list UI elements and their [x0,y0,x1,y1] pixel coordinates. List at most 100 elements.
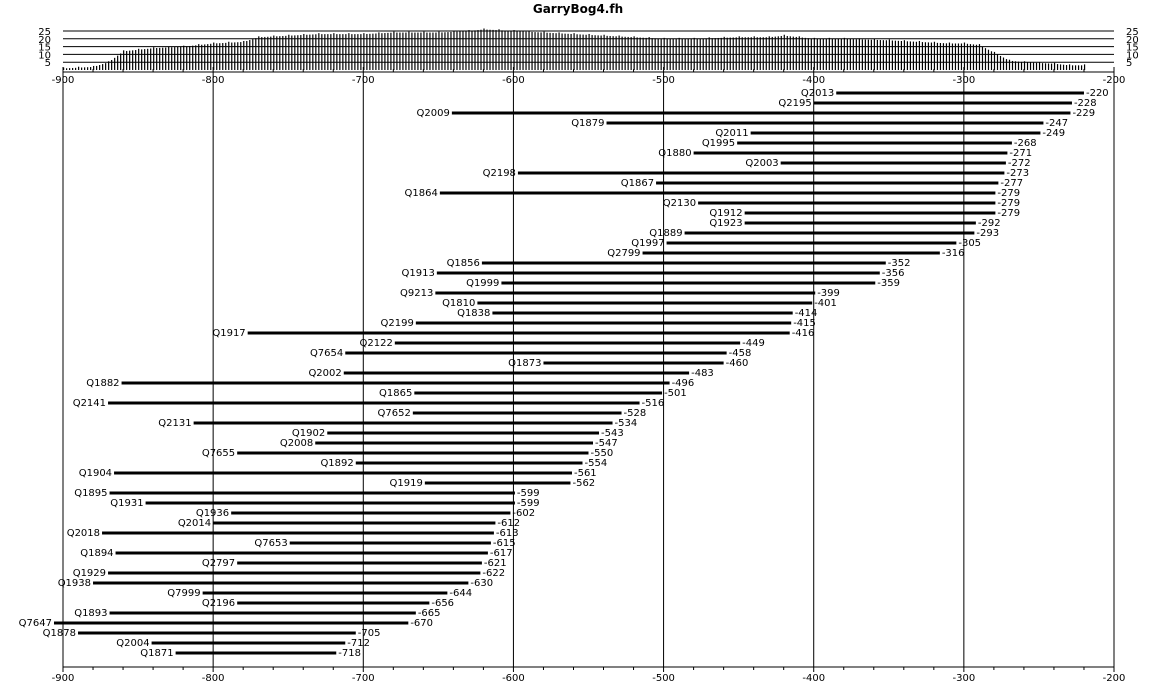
hist-bar [117,55,119,70]
hist-bar [855,39,857,70]
hist-y-tick-label-right: 10 [1126,50,1139,61]
range-bar-end-label: -228 [1074,98,1097,109]
range-bar-name-label: Q2141 [73,398,106,409]
hist-y-tick-label-right: 5 [1126,58,1132,69]
hist-bar [762,37,764,70]
hist-bar [396,32,398,70]
hist-bar [213,42,215,70]
hist-bar [345,34,347,70]
hist-bar [999,55,1002,70]
hist-bar [897,40,899,70]
hist-bar [108,61,110,70]
hist-bar [528,30,530,70]
hist-bar [525,31,527,70]
hist-bar [798,36,800,70]
hist-bar [864,39,866,70]
hist-bar [684,38,686,70]
hist-bar [1062,64,1065,70]
hist-bar [222,43,224,70]
range-bar-name-label: Q2013 [801,88,834,99]
hist-bar [891,40,893,70]
hist-bar [996,54,999,70]
range-bar-name-label: Q1864 [405,188,438,199]
hist-bar [405,32,407,70]
hist-bar [672,38,674,70]
hist-bar [969,44,972,70]
hist-bar [180,46,182,70]
range-bar-name-label: Q2014 [178,518,211,529]
hist-bar [201,44,203,70]
hist-bar [231,42,233,70]
range-bar-name-label: Q2002 [308,368,341,379]
hist-bar [546,32,548,70]
hist-bar [873,38,875,70]
hist-bar [966,43,969,70]
hist-bar [972,44,975,70]
hist-bar [681,38,683,70]
hist-bar [1029,62,1032,70]
top-x-tick-label: -500 [652,75,675,86]
range-bar-end-label: -599 [517,488,540,499]
hist-bar [606,35,608,70]
range-bar-name-label: Q1904 [79,468,112,479]
range-bar-end-label: -483 [691,368,714,379]
bottom-x-tick-label: -700 [352,673,375,684]
hist-bar [243,40,245,70]
top-x-tick-label: -600 [502,75,525,86]
hist-bar [1068,64,1071,70]
hist-bar [747,37,749,70]
range-bar-end-label: -229 [1072,108,1095,119]
hist-bar [876,39,878,70]
range-bar-end-label: -401 [814,298,837,309]
hist-bar [387,32,389,70]
hist-bar [975,44,978,70]
hist-bar [642,37,644,70]
range-bar-name-label: Q1999 [466,278,499,289]
hist-bar [69,68,71,70]
hist-bar [840,38,842,70]
range-bar-name-label: Q1919 [390,478,423,489]
range-bar-name-label: Q1892 [320,458,353,469]
hist-bar [288,34,290,70]
hist-bar [366,33,368,70]
hist-bar [72,67,74,70]
hist-bar [105,63,107,70]
hist-bar [246,40,248,70]
range-bar-end-label: -550 [591,448,614,459]
hist-bar [591,35,593,70]
hist-bar [618,35,620,70]
hist-bar [429,32,431,70]
hist-bar [132,50,134,70]
range-bar-name-label: Q1879 [571,118,604,129]
hist-bar [786,35,788,70]
top-x-tick-label: -200 [1103,75,1126,86]
hist-bar [357,34,359,70]
hist-bar [1050,63,1053,70]
hist-bar [924,42,927,70]
hist-bar [648,37,650,70]
range-bar-name-label: Q7655 [202,448,235,459]
range-bar-name-label: Q2008 [280,438,313,449]
range-bar-end-label: -602 [512,508,535,519]
hist-bar [450,31,452,70]
hist-bar [900,40,902,70]
range-bar-name-label: Q1929 [73,568,106,579]
range-bar-name-label: Q1810 [442,298,475,309]
hist-bar [516,31,518,71]
hist-bar [267,36,269,70]
hist-bar [315,34,317,70]
hist-bar [249,40,251,70]
hist-bar [219,43,221,70]
hist-bar [687,38,689,70]
hist-bar [783,34,785,70]
hist-bar [660,38,662,70]
hist-bar [471,30,473,70]
hist-bar [759,37,761,70]
hist-bar [639,37,641,70]
hist-bar [699,38,701,70]
hist-bar [720,37,722,70]
hist-bar [159,47,161,70]
hist-bar [885,40,887,70]
